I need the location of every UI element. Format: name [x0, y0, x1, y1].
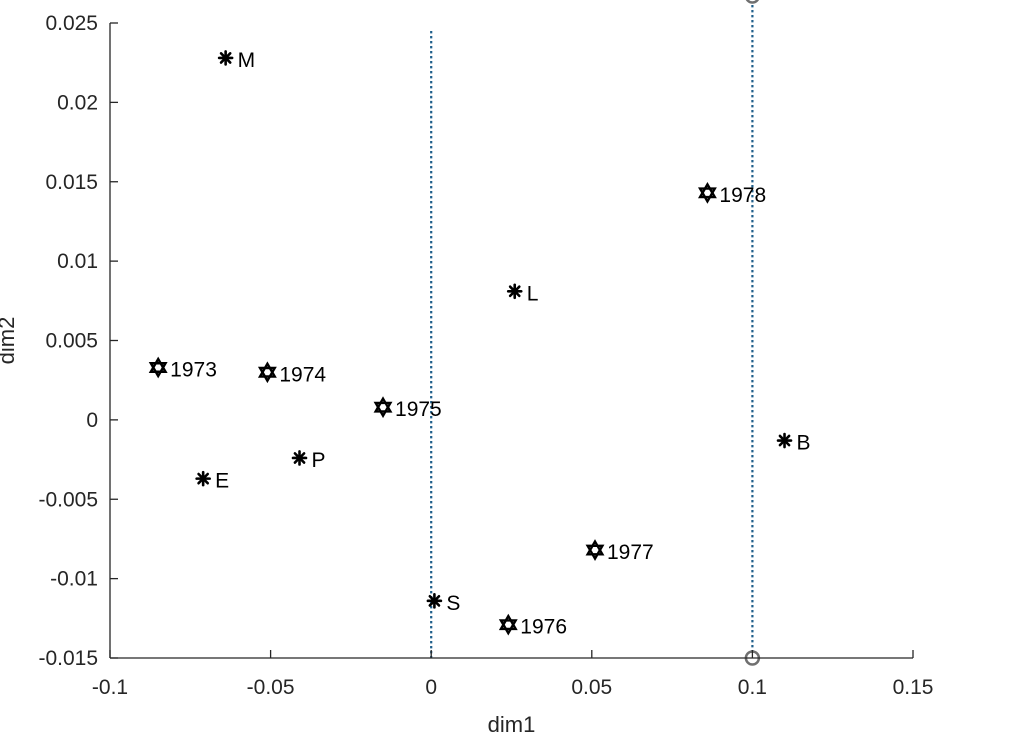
asterisk-marker: [776, 432, 793, 449]
y-tick-label: 0.01: [57, 250, 98, 273]
point-label: S: [446, 592, 460, 615]
hexagram-marker: [585, 539, 605, 561]
x-axis-title: dim1: [488, 712, 536, 737]
data-points: [148, 50, 793, 636]
reference-lines: [430, 0, 761, 666]
point-label: 1978: [719, 184, 766, 207]
hexagram-marker: [498, 613, 518, 636]
x-tick-label: 0.1: [738, 676, 767, 699]
y-tick-label: -0.005: [38, 488, 98, 511]
asterisk-marker: [217, 50, 234, 66]
hexagram-marker: [373, 396, 393, 419]
point-label: P: [312, 449, 326, 472]
reference-line-end-marker: [745, 0, 760, 4]
asterisk-marker: [291, 450, 308, 466]
point-labels: M L E P S B 1973 1974 1975 1976 1977 1978: [170, 49, 810, 639]
y-tick-label: 0.02: [57, 91, 98, 114]
y-axis-title: dim2: [0, 317, 19, 365]
point-label: 1974: [279, 363, 326, 386]
hexagram-marker: [148, 356, 168, 379]
asterisk-marker: [426, 593, 443, 609]
x-tick-label: -0.1: [92, 676, 128, 699]
point-label: 1973: [170, 358, 217, 381]
x-tick-label: 0: [425, 676, 437, 699]
asterisk-marker: [195, 470, 211, 487]
x-tick-label: 0.05: [571, 676, 612, 699]
point-label: 1976: [520, 616, 567, 639]
x-tick-label: -0.05: [247, 676, 295, 699]
point-label: 1977: [607, 541, 654, 564]
y-tick-label: -0.01: [50, 568, 98, 591]
axes: -0.1 -0.05 0 0.05 0.1 0.15 -0.015 -0.01 -0.005 0 0…: [38, 12, 933, 699]
point-label: B: [797, 432, 811, 455]
asterisk-marker: [506, 283, 523, 300]
y-tick-label: 0: [86, 409, 98, 432]
hexagram-marker: [697, 181, 717, 204]
y-tick-label: 0.005: [45, 330, 98, 353]
point-label: M: [238, 49, 256, 72]
hexagram-marker: [257, 361, 277, 384]
y-tick-label: -0.015: [38, 647, 98, 670]
point-label: E: [215, 470, 229, 493]
point-label: L: [527, 282, 539, 305]
y-tick-label: 0.025: [45, 12, 98, 35]
x-tick-label: 0.15: [893, 676, 934, 699]
point-label: 1975: [395, 398, 442, 421]
y-tick-label: 0.015: [45, 171, 98, 194]
